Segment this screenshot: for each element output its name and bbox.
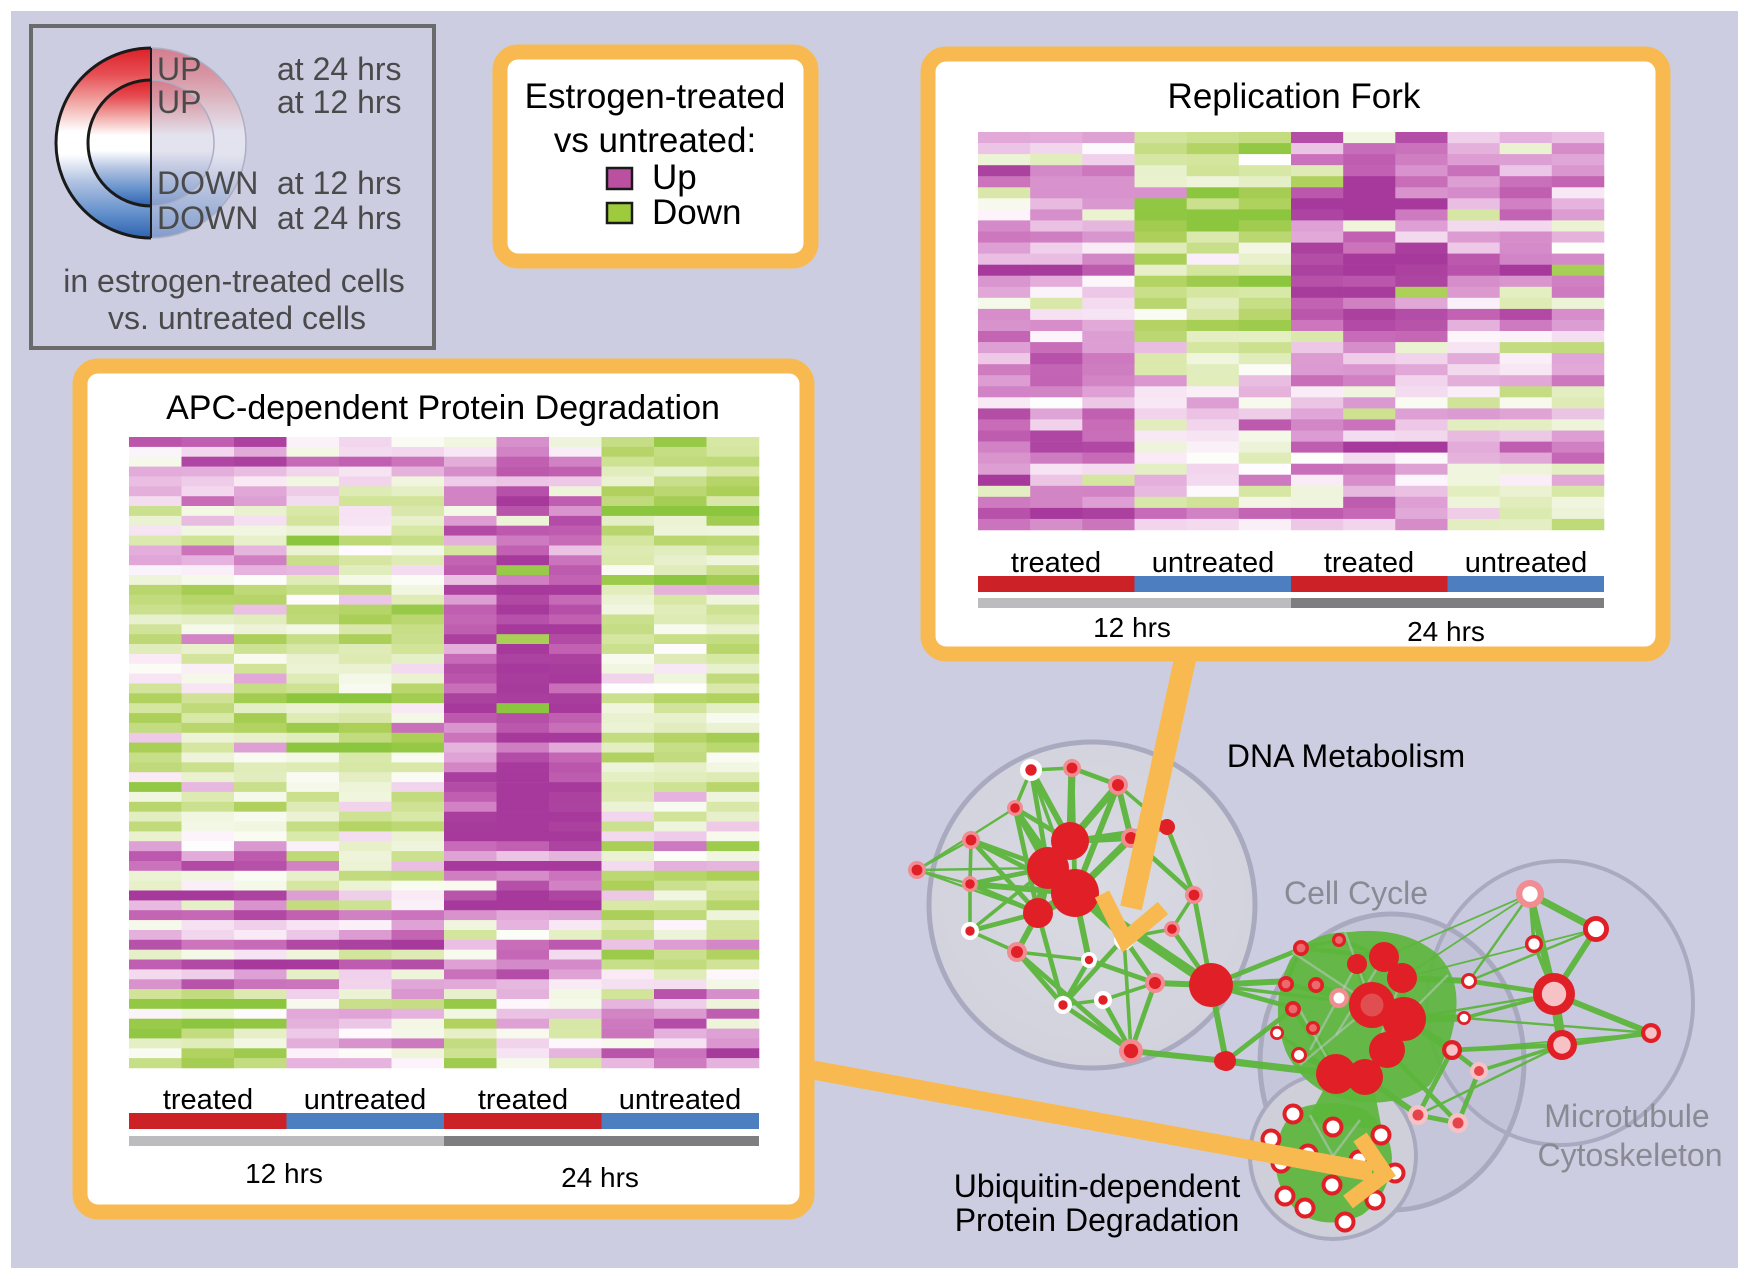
svg-text:untreated: untreated xyxy=(304,1084,427,1116)
svg-text:Cell Cycle: Cell Cycle xyxy=(1284,875,1428,911)
svg-text:12 hrs: 12 hrs xyxy=(245,1158,323,1189)
svg-text:Down: Down xyxy=(652,193,741,232)
svg-text:DOWN: DOWN xyxy=(157,165,258,201)
svg-text:untreated: untreated xyxy=(1465,547,1588,579)
svg-text:APC-dependent Protein Degradat: APC-dependent Protein Degradation xyxy=(166,389,720,427)
svg-text:at 24 hrs: at 24 hrs xyxy=(277,51,402,87)
svg-text:DOWN: DOWN xyxy=(157,200,258,236)
svg-text:at 12 hrs: at 12 hrs xyxy=(277,165,402,201)
svg-text:DNA Metabolism: DNA Metabolism xyxy=(1227,738,1465,774)
svg-text:untreated: untreated xyxy=(619,1084,742,1116)
svg-text:Ubiquitin-dependent: Ubiquitin-dependent xyxy=(954,1168,1241,1204)
svg-text:treated: treated xyxy=(163,1084,253,1116)
svg-text:at 12 hrs: at 12 hrs xyxy=(277,84,402,120)
svg-text:Protein Degradation: Protein Degradation xyxy=(955,1202,1240,1238)
svg-text:UP: UP xyxy=(157,84,201,120)
svg-text:at 24 hrs: at 24 hrs xyxy=(277,200,402,236)
svg-text:treated: treated xyxy=(1324,547,1414,579)
svg-text:vs. untreated cells: vs. untreated cells xyxy=(108,300,366,336)
svg-text:treated: treated xyxy=(1011,547,1101,579)
svg-text:Cytoskeleton: Cytoskeleton xyxy=(1538,1137,1723,1173)
svg-text:UP: UP xyxy=(157,51,201,87)
svg-text:untreated: untreated xyxy=(1152,547,1275,579)
svg-text:24 hrs: 24 hrs xyxy=(1407,616,1485,647)
svg-text:treated: treated xyxy=(478,1084,568,1116)
svg-text:vs untreated:: vs untreated: xyxy=(554,121,756,160)
svg-text:24 hrs: 24 hrs xyxy=(561,1162,639,1193)
svg-text:Replication Fork: Replication Fork xyxy=(1168,77,1421,116)
svg-text:12 hrs: 12 hrs xyxy=(1093,612,1171,643)
svg-text:Estrogen-treated: Estrogen-treated xyxy=(525,77,786,116)
svg-text:Microtubule: Microtubule xyxy=(1544,1098,1709,1134)
svg-text:Up: Up xyxy=(652,158,697,197)
svg-text:in estrogen-treated cells: in estrogen-treated cells xyxy=(63,263,405,299)
